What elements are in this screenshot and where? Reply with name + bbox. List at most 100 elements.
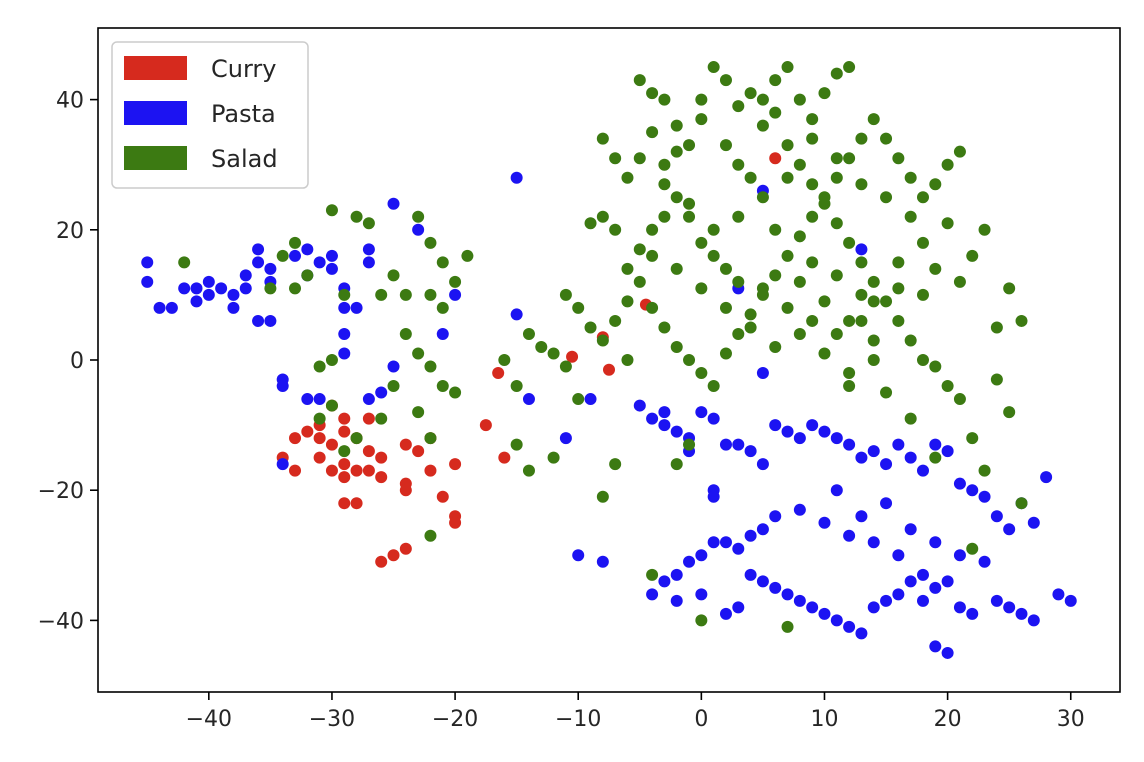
point-pasta: [338, 301, 351, 314]
point-pasta: [929, 536, 942, 549]
point-pasta: [880, 458, 893, 471]
point-salad: [953, 275, 966, 288]
point-pasta: [695, 406, 708, 419]
point-pasta: [227, 301, 240, 314]
point-salad: [276, 249, 289, 262]
point-salad: [289, 282, 302, 295]
point-curry: [399, 484, 412, 497]
point-pasta: [707, 536, 720, 549]
point-curry: [399, 438, 412, 451]
point-pasta: [719, 607, 732, 620]
point-pasta: [412, 223, 425, 236]
point-pasta: [978, 490, 991, 503]
point-pasta: [313, 256, 326, 269]
points-layer: [141, 61, 1077, 659]
point-pasta: [646, 412, 659, 425]
point-salad: [867, 295, 880, 308]
point-salad: [1015, 314, 1028, 327]
point-salad: [424, 236, 437, 249]
point-curry: [769, 152, 782, 165]
point-salad: [412, 347, 425, 360]
point-pasta: [289, 249, 302, 262]
point-salad: [375, 288, 388, 301]
point-pasta: [756, 367, 769, 380]
point-salad: [806, 256, 819, 269]
point-salad: [756, 191, 769, 204]
point-pasta: [276, 458, 289, 471]
point-curry: [375, 451, 388, 464]
point-salad: [781, 620, 794, 633]
point-salad: [744, 171, 757, 184]
point-curry: [350, 464, 363, 477]
point-salad: [609, 314, 622, 327]
point-pasta: [707, 412, 720, 425]
point-curry: [566, 350, 579, 363]
point-salad: [793, 327, 806, 340]
point-curry: [350, 497, 363, 510]
point-pasta: [239, 269, 252, 282]
point-salad: [781, 61, 794, 74]
point-salad: [658, 210, 671, 223]
point-salad: [806, 113, 819, 126]
point-salad: [953, 393, 966, 406]
point-salad: [387, 380, 400, 393]
point-pasta: [338, 327, 351, 340]
point-pasta: [596, 555, 609, 568]
point-curry: [492, 367, 505, 380]
point-curry: [375, 471, 388, 484]
point-curry: [436, 490, 449, 503]
point-pasta: [744, 445, 757, 458]
point-salad: [399, 288, 412, 301]
point-curry: [424, 464, 437, 477]
point-pasta: [683, 555, 696, 568]
point-salad: [695, 113, 708, 126]
point-salad: [941, 158, 954, 171]
point-pasta: [892, 549, 905, 562]
point-salad: [572, 393, 585, 406]
point-pasta: [756, 523, 769, 536]
point-salad: [1015, 497, 1028, 510]
point-pasta: [843, 438, 856, 451]
point-pasta: [867, 536, 880, 549]
point-salad: [719, 262, 732, 275]
point-pasta: [227, 288, 240, 301]
point-salad: [855, 178, 868, 191]
point-salad: [830, 327, 843, 340]
point-salad: [880, 132, 893, 145]
point-pasta: [929, 581, 942, 594]
point-curry: [603, 363, 615, 376]
point-salad: [178, 256, 191, 269]
point-salad: [904, 171, 917, 184]
point-salad: [646, 87, 659, 100]
point-pasta: [178, 282, 191, 295]
point-salad: [781, 171, 794, 184]
point-salad: [350, 210, 363, 223]
legend: Curry Pasta Salad: [111, 41, 309, 189]
point-salad: [769, 106, 782, 119]
point-pasta: [830, 484, 843, 497]
point-salad: [719, 347, 732, 360]
point-salad: [707, 61, 720, 74]
y-tick-label: 0: [70, 349, 84, 374]
point-pasta: [904, 523, 917, 536]
point-salad: [633, 243, 646, 256]
point-pasta: [1040, 471, 1053, 484]
point-salad: [769, 74, 782, 87]
point-salad: [522, 464, 535, 477]
point-salad: [855, 314, 868, 327]
point-salad: [843, 367, 856, 380]
point-salad: [966, 432, 979, 445]
point-salad: [695, 367, 708, 380]
point-pasta: [313, 393, 326, 406]
point-pasta: [966, 607, 979, 620]
point-salad: [424, 432, 437, 445]
point-salad: [744, 87, 757, 100]
point-salad: [818, 197, 831, 210]
point-pasta: [584, 393, 597, 406]
point-pasta: [818, 607, 831, 620]
point-curry: [449, 516, 462, 529]
point-salad: [707, 249, 720, 262]
point-salad: [596, 210, 609, 223]
point-salad: [744, 321, 757, 334]
